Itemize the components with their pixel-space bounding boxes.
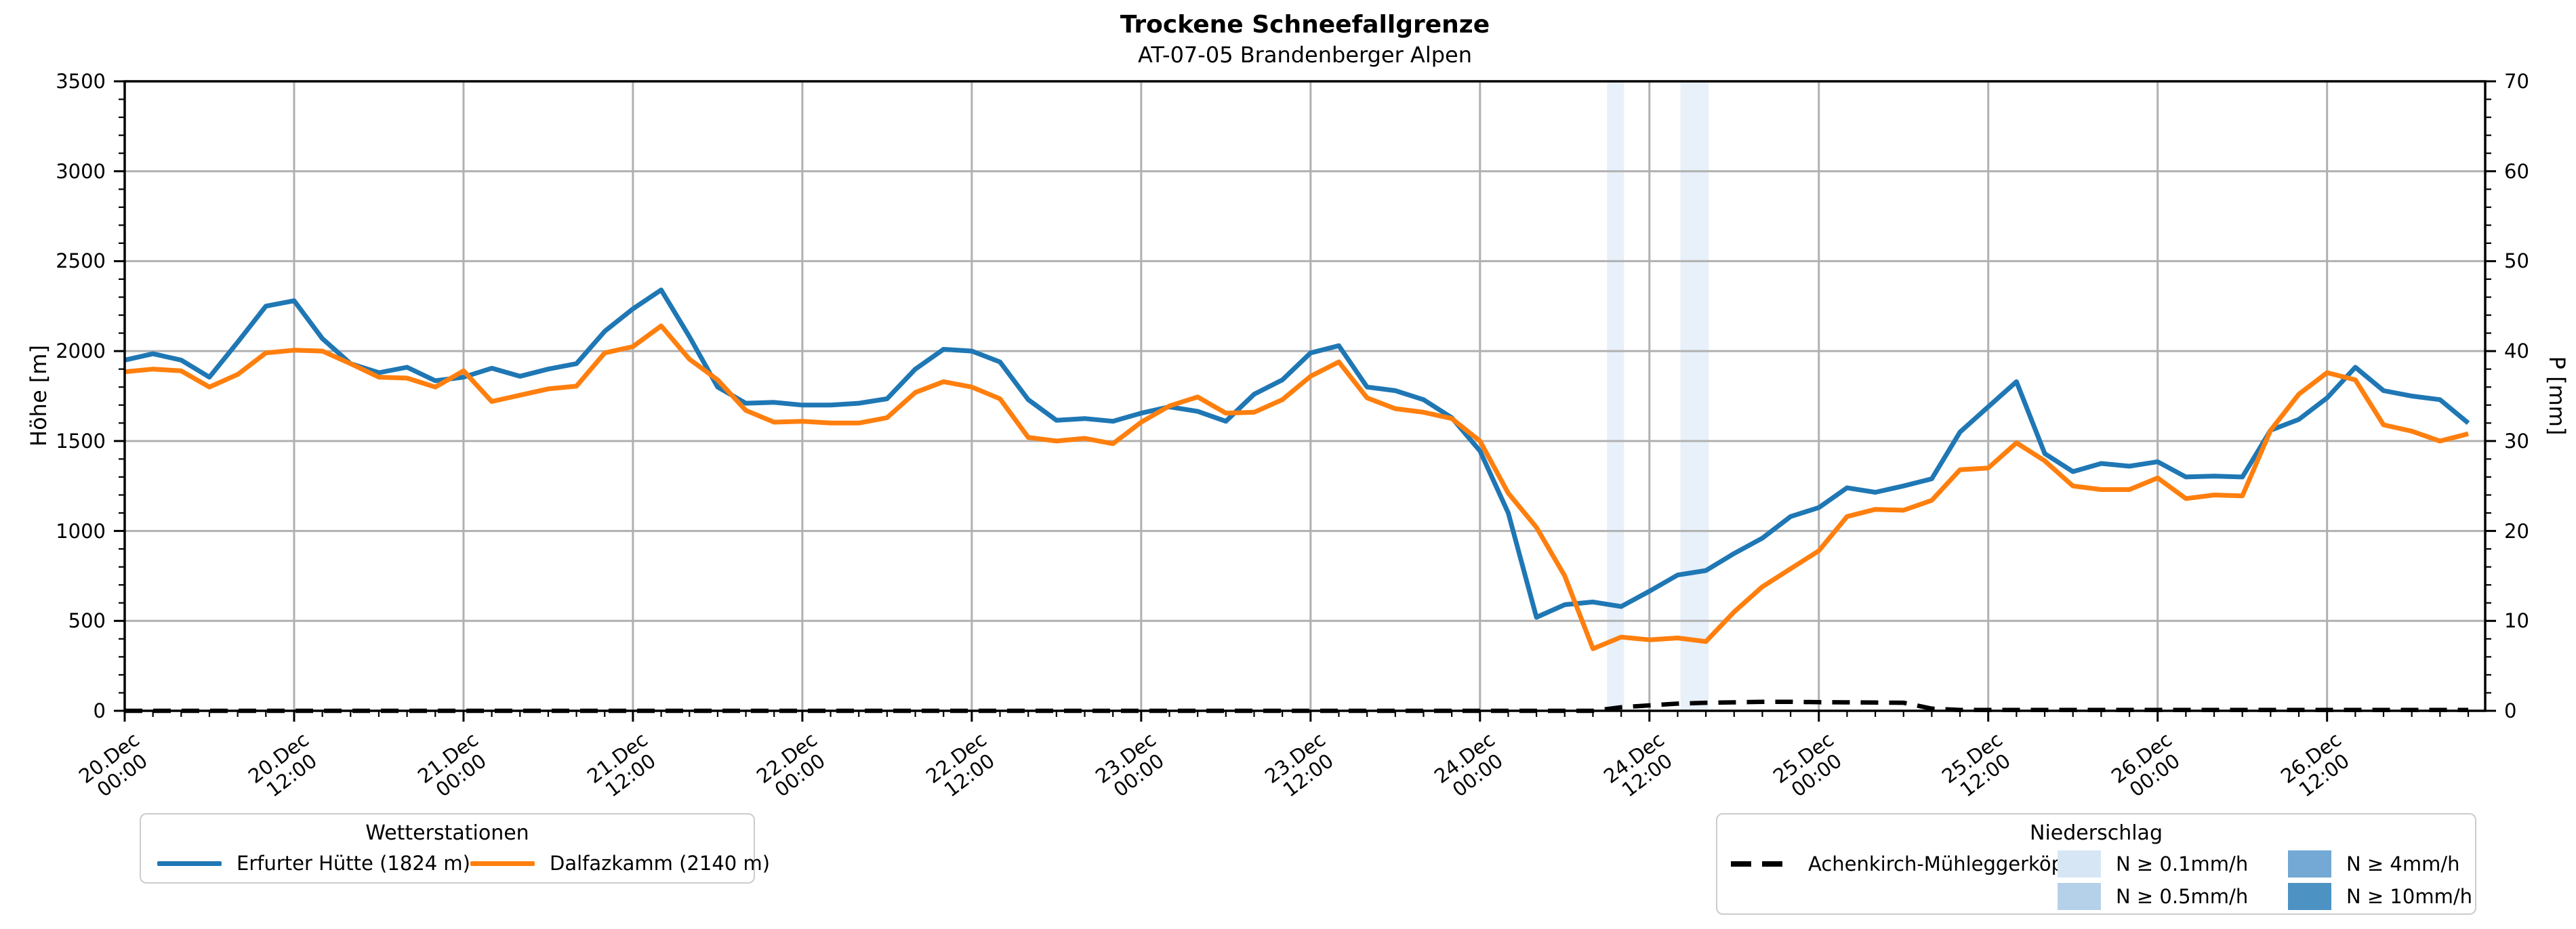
x-axis-tick-label-text: 21.Dec 12:00 [582,728,660,802]
y-axis-tick-label-left: 2000 [56,339,106,363]
x-axis-tick-label-text: 20.Dec 00:00 [74,728,152,802]
y-axis-tick-label-right: 40 [2504,339,2529,363]
y-axis-tick-label-right: 10 [2504,609,2529,633]
precip-patch-05-icon [2058,883,2101,910]
x-axis-tick-label-text: 23.Dec 12:00 [1260,728,1338,802]
y-axis-tick-label-right: 50 [2504,249,2529,273]
precip-patch-10-icon [2288,883,2331,910]
chart-canvas [114,80,2496,722]
y-axis-tick-label-right: 30 [2504,429,2529,453]
y-axis-tick-label-left: 0 [93,699,106,722]
legend-entry-label: N ≥ 10mm/h [2346,885,2472,908]
x-axis-tick-label-text: 26.Dec 00:00 [2107,728,2185,802]
x-axis-tick-label-text: 24.Dec 00:00 [1429,728,1507,802]
y-axis-label-left: Höhe [m] [26,345,52,447]
y-axis-tick-label-left: 2500 [56,249,106,273]
legend-entry-label: N ≥ 0.1mm/h [2116,852,2249,875]
y-axis-tick-label-right: 0 [2504,699,2517,722]
y-axis-tick-label-left: 3500 [56,70,106,93]
dashed-line-sample-icon [1731,861,1793,867]
series-line [125,699,2468,714]
legend-precipitation-title: Niederschlag [2030,821,2163,845]
legend-entry-precip-05: N ≥ 0.5mm/h [2058,883,2288,910]
legend-stations-title: Wetterstationen [365,821,529,845]
precip-band [1607,81,1624,711]
legend-entry-label: Erfurter Hütte (1824 m) [237,852,470,875]
legend-entry-label: N ≥ 0.5mm/h [2116,885,2249,908]
legend-entry-precip-4: N ≥ 4mm/h [2288,850,2472,878]
precip-band [1680,81,1709,711]
legend-precipitation: Niederschlag Achenkirch-Mühleggerköpfl N… [1716,813,2476,915]
chart-title: Trockene Schneefallgrenze [1120,11,1490,39]
chart-subtitle: AT-07-05 Brandenberger Alpen [1138,42,1472,68]
x-axis-tick-label-text: 25.Dec 00:00 [1768,728,1846,802]
legend-entry-achenkirch: Achenkirch-Mühleggerköpfl [1731,852,2076,875]
y-axis-tick-label-left: 1500 [56,429,106,453]
legend-entry-label: Achenkirch-Mühleggerköpfl [1808,852,2077,875]
x-axis-tick-label-text: 22.Dec 12:00 [921,728,999,802]
series-line [124,323,2469,651]
legend-entry-precip-01: N ≥ 0.1mm/h [2058,850,2288,878]
x-axis-tick-label-text: 22.Dec 00:00 [752,728,830,802]
x-axis-tick-label-text: 24.Dec 12:00 [1599,728,1677,802]
series-line [124,287,2470,620]
x-axis-tick-label-text: 23.Dec 00:00 [1090,728,1168,802]
y-axis-tick-label-left: 500 [68,609,106,633]
y-axis-label-right: P [mm] [2544,356,2570,436]
x-axis-tick-label-text: 26.Dec 12:00 [2276,728,2354,802]
precip-patch-4-icon [2288,850,2331,878]
y-axis-tick-label-right: 70 [2504,70,2529,93]
line-sample-orange-icon [470,861,535,866]
x-axis-tick-label-text: 20.Dec 12:00 [243,728,321,802]
y-axis-tick-label-left: 3000 [56,159,106,183]
plot-area: 0 500 1000 1500 2000 2500 3000 3500 0 10 20 30 40 50 6… [56,70,2529,802]
plot-border [123,80,2487,712]
precip-patch-01-icon [2058,850,2101,878]
y-axis-tick-label-right: 20 [2504,519,2529,543]
legend-entry-dalfazkamm: Dalfazkamm (2140 m) [470,852,770,875]
x-axis-tick-label-text: 21.Dec 00:00 [413,728,491,802]
legend-entry-erfurter-huette: Erfurter Hütte (1824 m) [157,852,470,875]
legend-entry-label: Dalfazkamm (2140 m) [550,852,771,875]
legend-entry-label: N ≥ 4mm/h [2346,852,2460,875]
y-axis-tick-label-left: 1000 [56,519,106,543]
legend-stations: Wetterstationen Erfurter Hütte (1824 m) … [140,813,770,884]
line-sample-blue-icon [157,861,222,866]
y-axis-tick-label-right: 60 [2504,159,2529,183]
x-axis-tick-label-text: 25.Dec 12:00 [1938,728,2016,802]
legend-entry-precip-10: N ≥ 10mm/h [2288,883,2472,910]
